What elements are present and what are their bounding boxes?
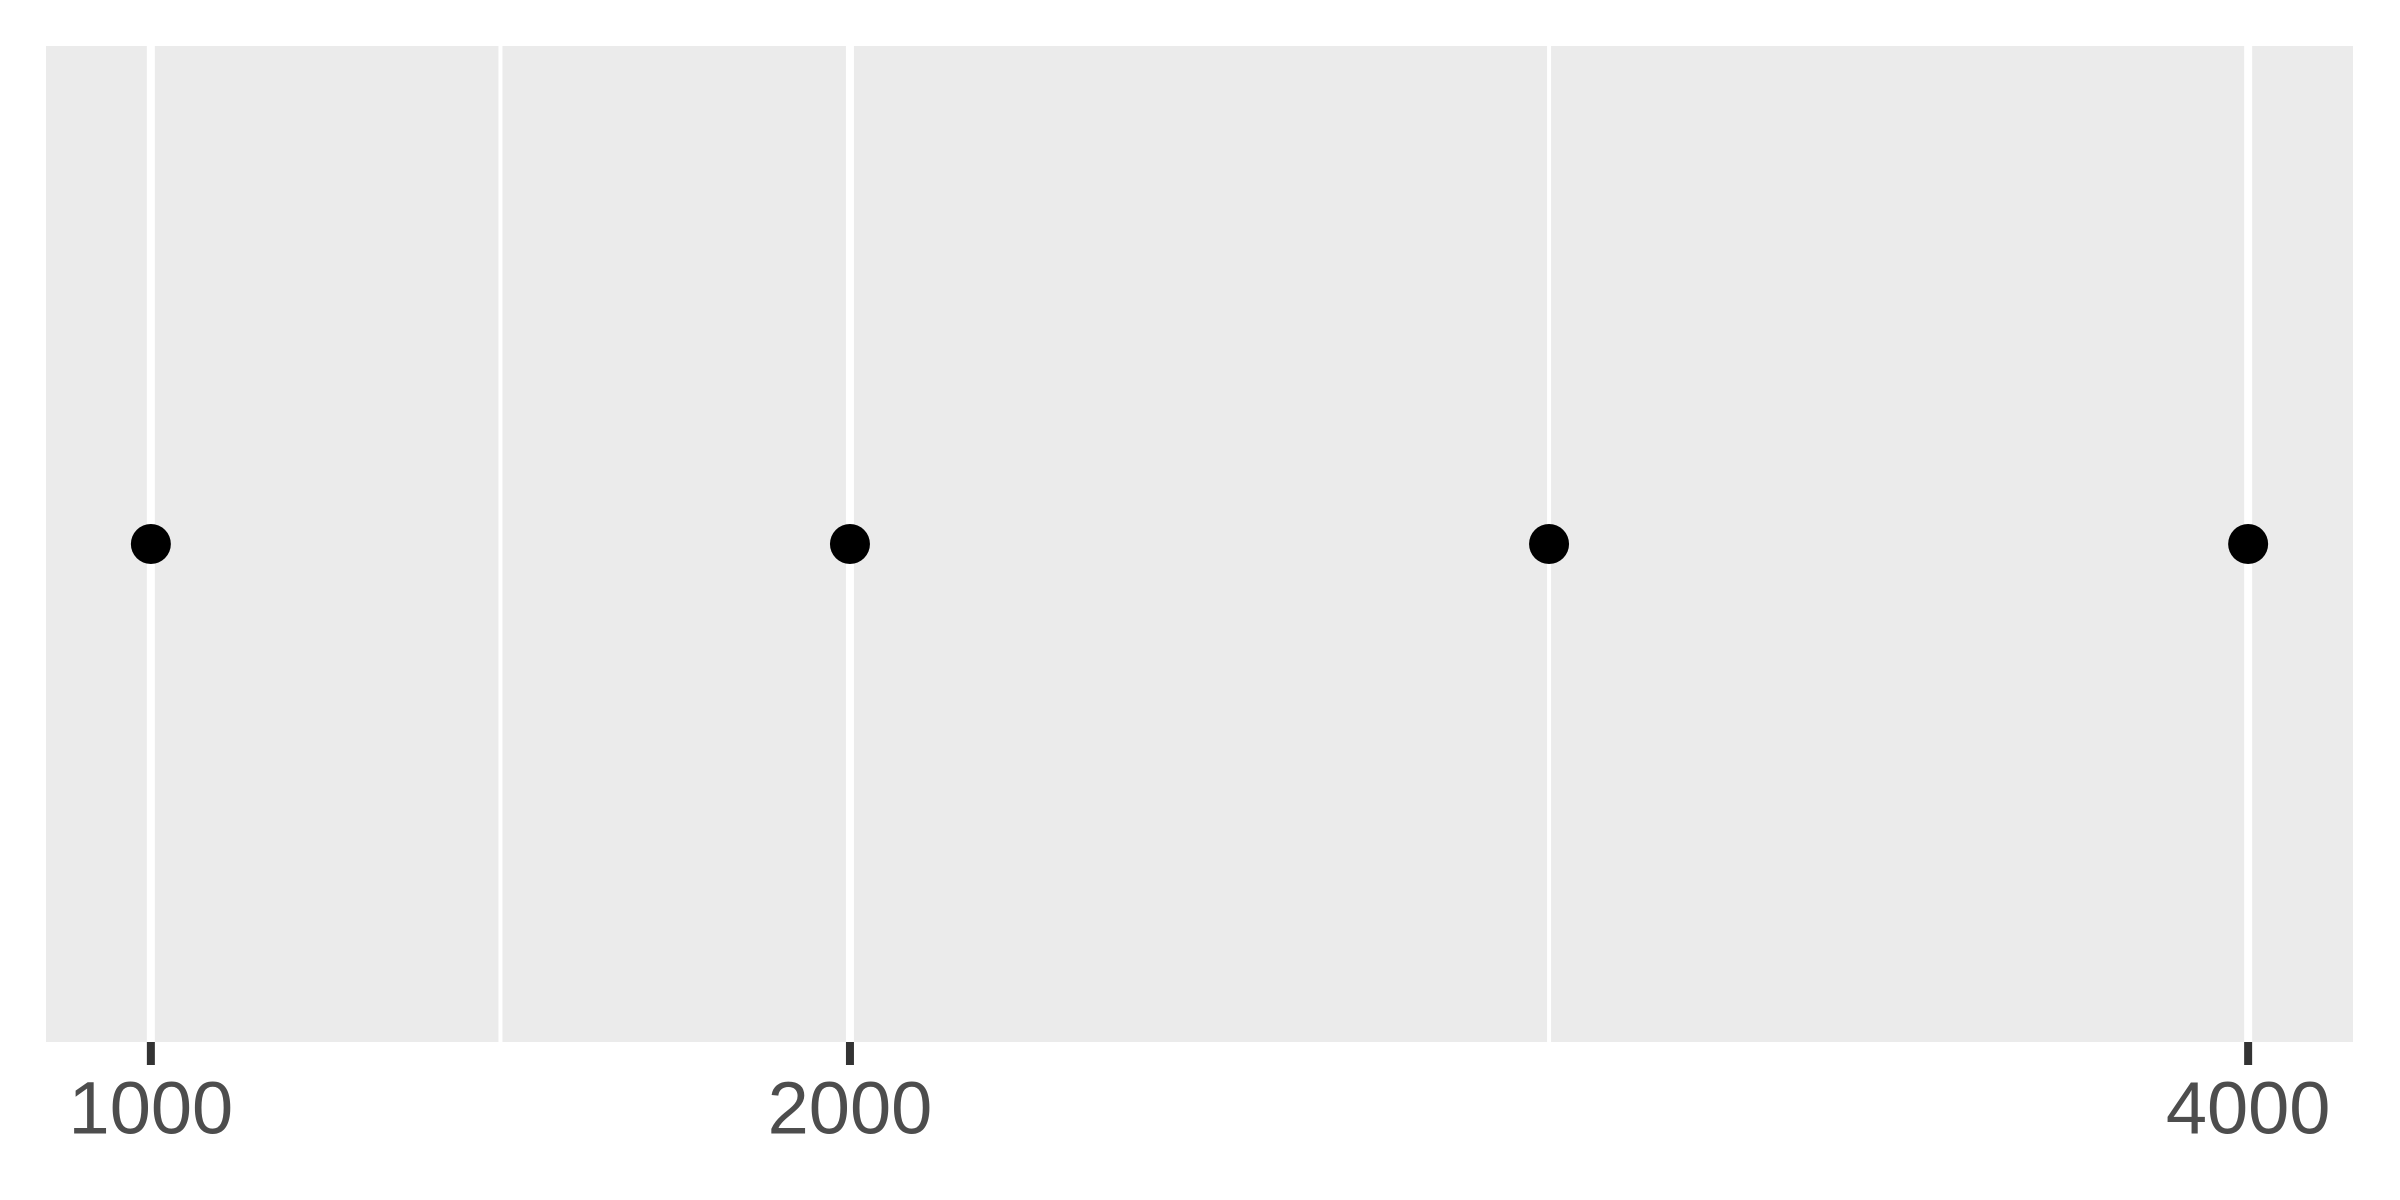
point	[2228, 524, 2269, 564]
point	[829, 524, 870, 564]
x-tick-label: 4000	[2166, 1067, 2331, 1150]
panel	[46, 46, 2353, 1042]
point	[130, 524, 171, 564]
point	[1529, 524, 1570, 564]
x-tick-label: 1000	[69, 1067, 234, 1150]
x-tick-label: 2000	[768, 1067, 933, 1150]
